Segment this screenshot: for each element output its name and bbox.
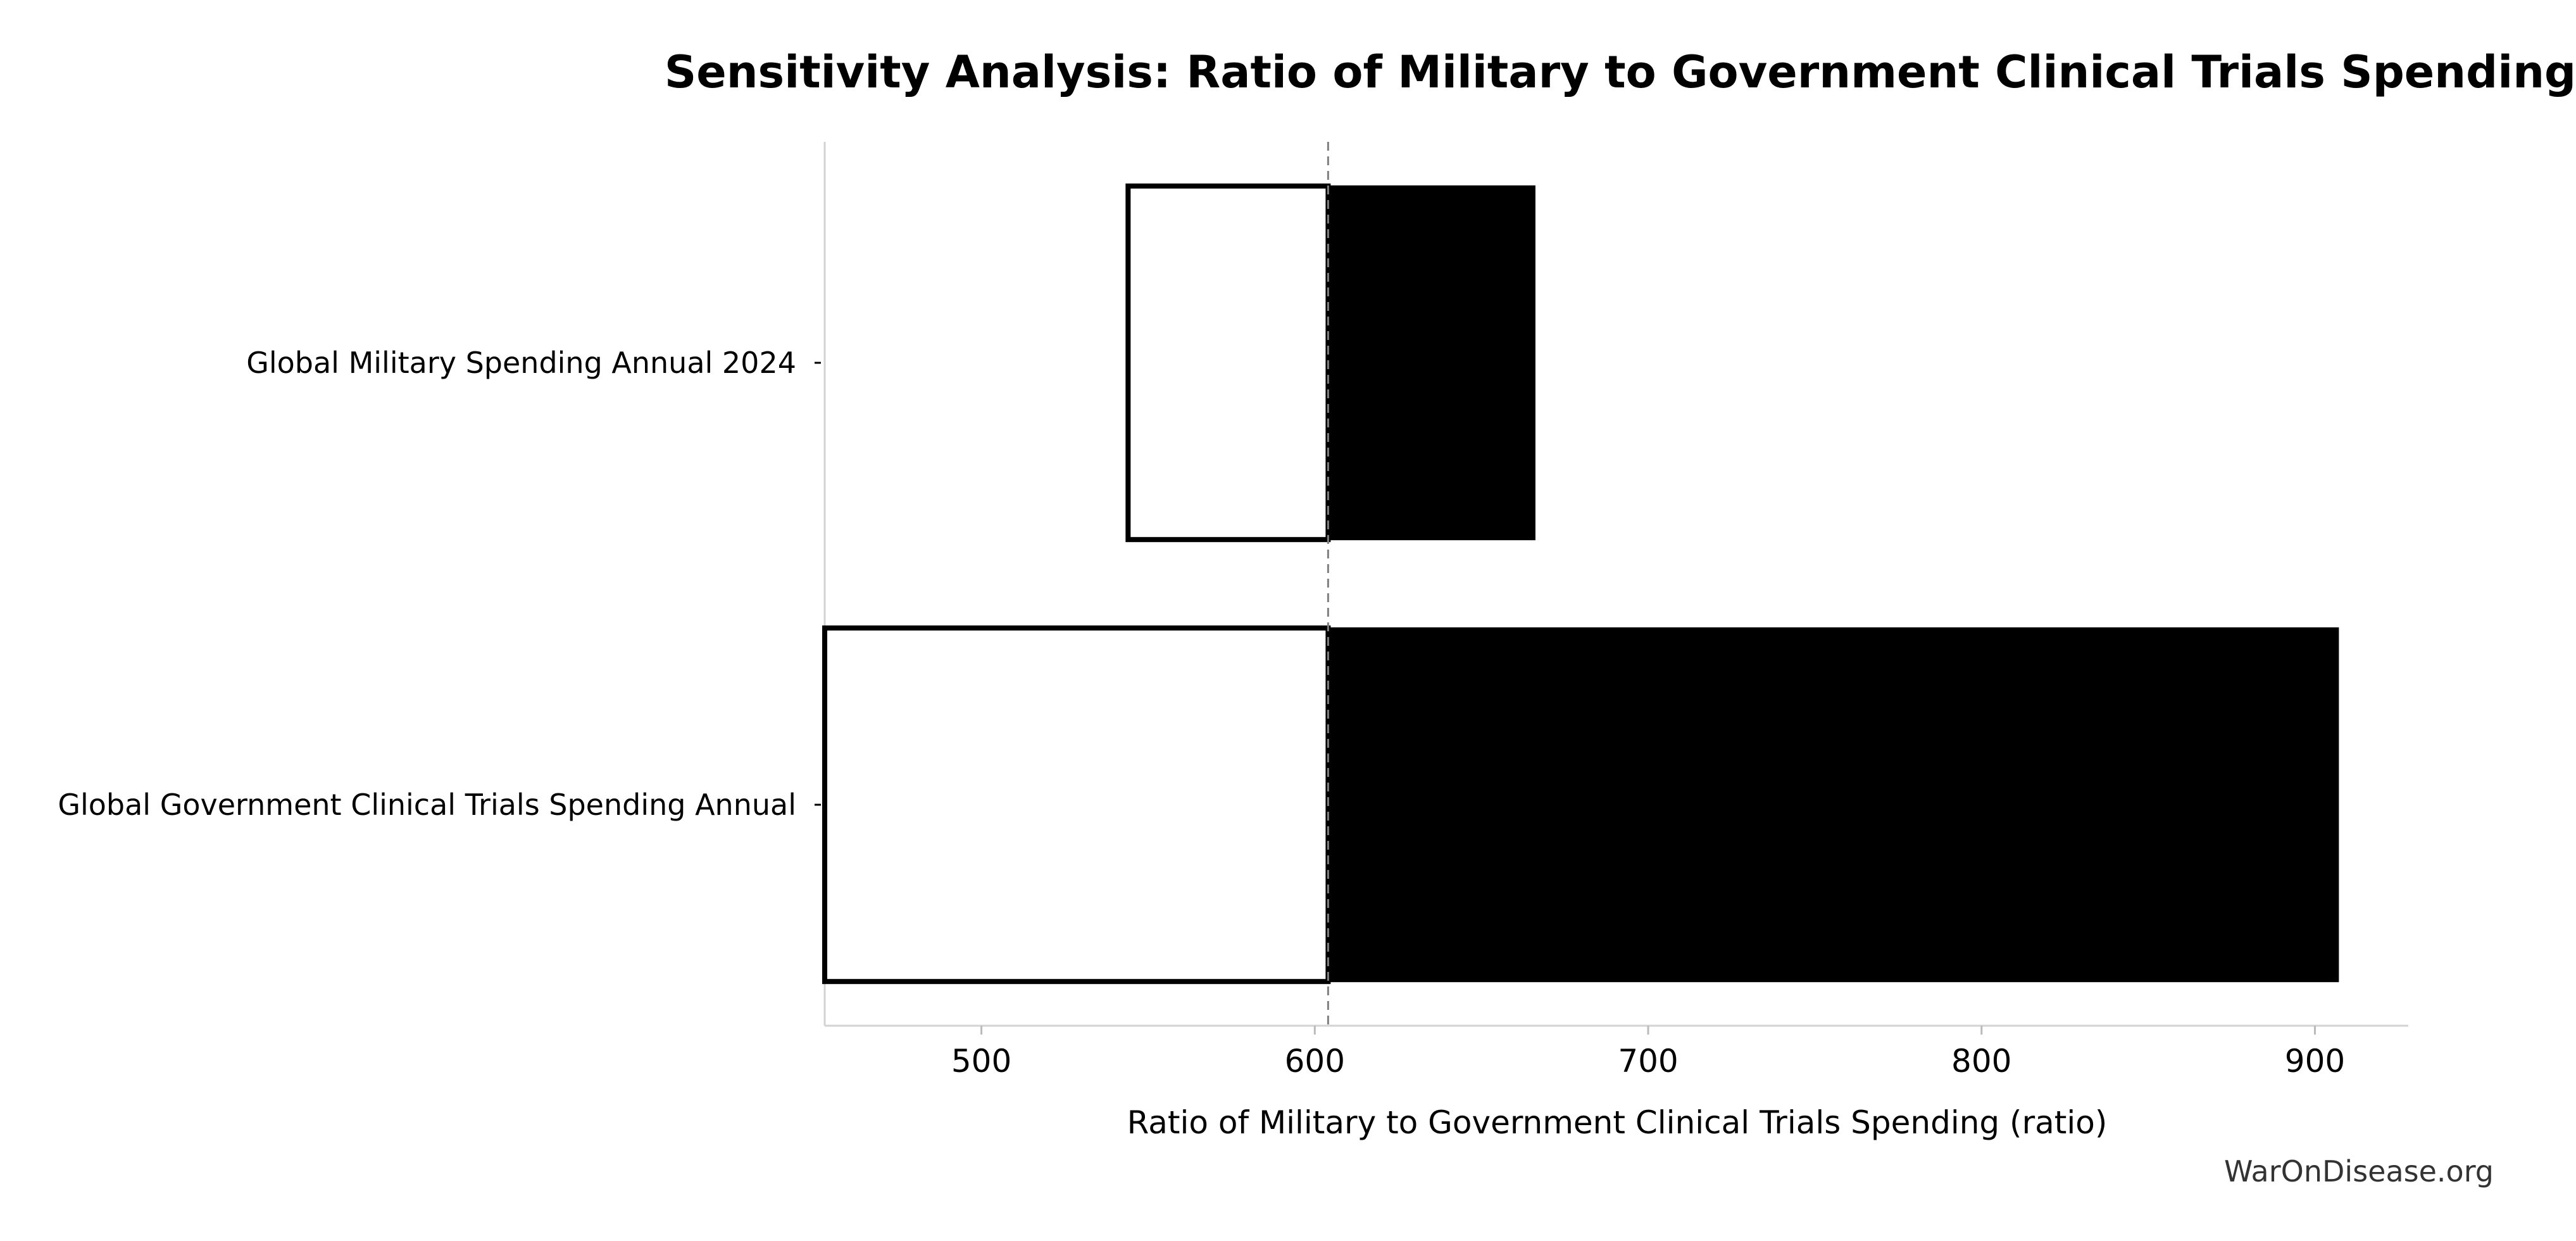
y-tick-label: Global Military Spending Annual 2024: [246, 346, 796, 380]
x-tick-label: 800: [1951, 1043, 2011, 1080]
bar-low: [822, 625, 1331, 985]
bars: [822, 183, 2339, 985]
y-tick-label: Global Government Clinical Trials Spendi…: [58, 788, 796, 822]
x-tick-label: 600: [1285, 1043, 1345, 1080]
x-tick-label: 700: [1618, 1043, 1678, 1080]
watermark-text: WarOnDisease.org: [2224, 1154, 2494, 1188]
chart-title: Sensitivity Analysis: Ratio of Military …: [665, 46, 2576, 98]
bar-low: [1125, 183, 1331, 543]
y-axis-labels: Global Military Spending Annual 2024 Glob…: [58, 346, 821, 822]
x-axis-ticks: 500 600 700 800 900: [951, 1026, 2345, 1080]
bar-high: [1327, 627, 2339, 983]
x-tick-label: 900: [2285, 1043, 2345, 1080]
x-axis-title: Ratio of Military to Government Clinical…: [1127, 1104, 2108, 1141]
bar-high: [1327, 185, 1535, 541]
x-tick-label: 500: [951, 1043, 1011, 1080]
